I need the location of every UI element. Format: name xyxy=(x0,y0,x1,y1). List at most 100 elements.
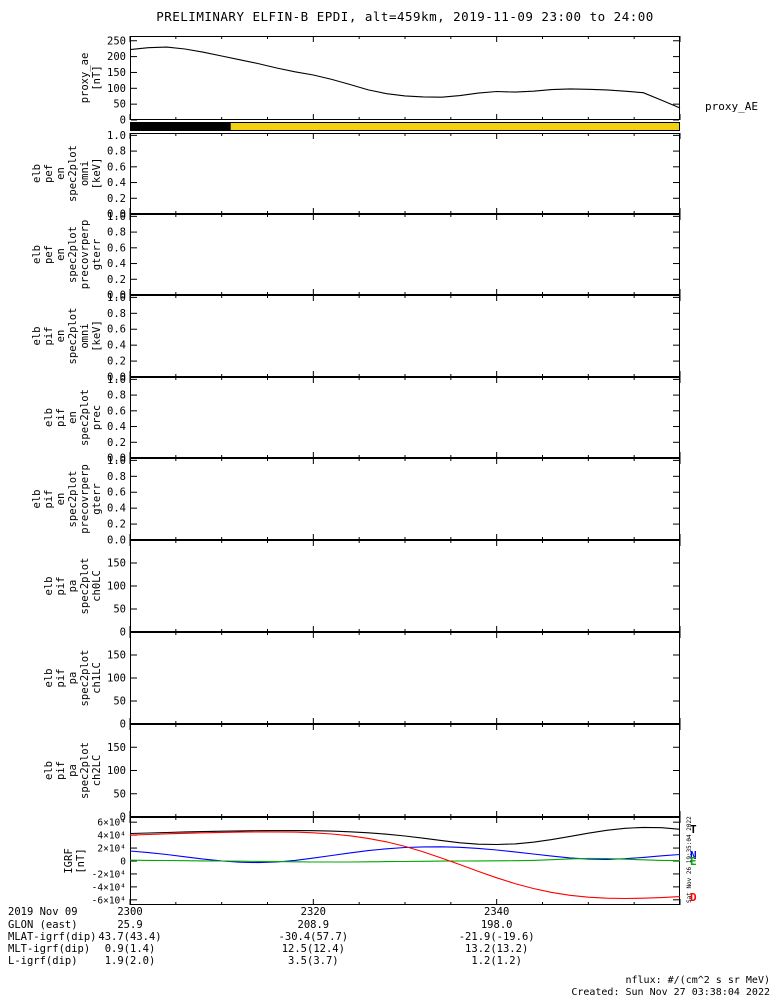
ytick-label: 1.0 xyxy=(107,455,126,467)
axis-row-value: 13.2(13.2) xyxy=(465,943,529,955)
igrf-legend-E: E xyxy=(690,854,697,868)
panel-frame-pif_en_omni xyxy=(130,295,680,377)
ytick-label: 50 xyxy=(113,696,126,708)
axis-row-value: 198.0 xyxy=(480,919,513,931)
ylabel-pef_en_omni: [keV] xyxy=(91,158,103,190)
ytick-label: 0.6 xyxy=(107,405,126,417)
ytick-label: 0.4 xyxy=(107,421,126,433)
ylabel-pif_en_precovrperp_gterr: pif xyxy=(43,490,55,509)
plot-title: PRELIMINARY ELFIN-B EPDI, alt=459km, 201… xyxy=(156,9,654,24)
ytick-label: 100 xyxy=(107,673,126,685)
ytick-label: 0.0 xyxy=(107,453,126,465)
axis-row-value: 1.2(1.2) xyxy=(471,955,522,967)
series-T xyxy=(129,826,681,846)
ytick-label: 150 xyxy=(107,67,126,79)
ylabel-pif_pa_ch0LC: pa xyxy=(67,580,79,593)
series-D xyxy=(129,831,681,900)
axis-row-value: -30.4(57.7) xyxy=(278,931,349,943)
axis-row-value: 208.9 xyxy=(297,919,330,931)
ylabel-proxy_ae: [nT] xyxy=(91,65,103,90)
ytick-label: 0.8 xyxy=(107,308,126,320)
axis-row-value: 2320 xyxy=(300,906,326,918)
ylabel-pif_en_prec: elb xyxy=(43,408,55,427)
axis-row-value: 0.9(1.4) xyxy=(104,943,156,955)
ylabel-pef_en_omni: spec2plot xyxy=(67,145,79,202)
proxy-ae-line-label: proxy_AE xyxy=(705,99,758,113)
ylabel-pif_en_omni: spec2plot xyxy=(67,308,79,365)
ylabel-pef_en_omni: en xyxy=(55,167,67,180)
ylabel-pif_en_precovrperp_gterr: spec2plot xyxy=(67,471,79,528)
ylabel-pef_en_precovrperp_gterr: spec2plot xyxy=(67,226,79,283)
axis-row-value: 12.5(12.4) xyxy=(281,943,345,955)
ylabel-pef_en_precovrperp_gterr: elb xyxy=(31,245,43,264)
ylabel-pif_pa_ch1LC: elb xyxy=(43,669,55,688)
ylabel-pef_en_omni: pef xyxy=(43,164,55,183)
ylabel-pef_en_omni: omni xyxy=(79,161,91,186)
axis-row-value: -21.9(-19.6) xyxy=(458,931,535,943)
ytick-label: 0.8 xyxy=(107,390,126,402)
ylabel-pif_en_omni: elb xyxy=(31,327,43,346)
ytick-label: 150 xyxy=(107,742,126,754)
ytick-label: 0.8 xyxy=(107,471,126,483)
mode-bar-segment xyxy=(230,122,681,131)
ylabel-pif_pa_ch0LC: pif xyxy=(55,577,67,596)
ytick-label: 0.2 xyxy=(107,274,126,286)
ytick-label: 0.2 xyxy=(107,437,126,449)
ylabel-pif_en_omni: omni xyxy=(79,323,91,348)
axis-row-label: MLAT-igrf(dip) xyxy=(8,931,97,943)
ylabel-pif_pa_ch2LC: spec2plot xyxy=(79,742,91,799)
ytick-label: 0.0 xyxy=(107,535,126,547)
ylabel-pif_pa_ch0LC: spec2plot xyxy=(79,558,91,615)
ytick-label: 50 xyxy=(113,788,126,800)
ytick-label: 1.0 xyxy=(107,130,126,142)
ytick-label: -6×10⁴ xyxy=(92,895,126,906)
ylabel-igrf: [nT] xyxy=(75,848,87,873)
ylabel-pif_pa_ch0LC: ch0LC xyxy=(91,570,103,602)
mode-bar-segment xyxy=(130,122,231,131)
ylabel-pef_en_precovrperp_gterr: en xyxy=(55,248,67,261)
ytick-label: 0.6 xyxy=(107,487,126,499)
panel-frame-pif_pa_ch0LC xyxy=(130,540,680,632)
igrf-legend-D: D xyxy=(690,890,697,904)
igrf-legend-N: N xyxy=(690,848,697,862)
ytick-label: 4×10⁴ xyxy=(97,831,126,842)
ytick-label: -2×10⁴ xyxy=(92,869,126,880)
ylabel-pif_en_omni: pif xyxy=(43,327,55,346)
ylabel-pif_pa_ch1LC: spec2plot xyxy=(79,650,91,707)
axis-row-label: 2019 Nov 09 xyxy=(8,906,78,918)
axis-row-value: 3.5(3.7) xyxy=(288,955,339,967)
panel-frame-pif_pa_ch1LC xyxy=(130,632,680,724)
ytick-label: 0 xyxy=(120,115,126,127)
axis-row-label: MLT-igrf(dip) xyxy=(8,943,91,955)
ytick-label: 0.6 xyxy=(107,242,126,254)
ytick-label: 6×10⁴ xyxy=(97,818,126,829)
axis-row-label: L-igrf(dip) xyxy=(8,955,78,967)
ylabel-proxy_ae: proxy_ae xyxy=(79,53,91,104)
ylabel-pef_en_omni: elb xyxy=(31,164,43,183)
ytick-label: 0 xyxy=(120,719,126,731)
axis-row-value: 43.7(43.4) xyxy=(98,931,162,943)
ytick-label: 150 xyxy=(107,558,126,570)
ytick-label: 0.4 xyxy=(107,503,126,515)
ytick-label: 150 xyxy=(107,650,126,662)
ylabel-pef_en_precovrperp_gterr: precovrperp xyxy=(79,220,91,290)
igrf-legend-T: T xyxy=(690,823,697,837)
ylabel-pif_pa_ch1LC: pa xyxy=(67,672,79,685)
plot-watermark-timestamp: Sat Nov 26 19:35:04 2022 xyxy=(686,816,693,903)
ytick-label: 0.0 xyxy=(107,372,126,384)
ytick-label: 0.0 xyxy=(107,290,126,302)
ytick-label: 2×10⁴ xyxy=(97,844,126,855)
ylabel-pif_en_precovrperp_gterr: precovrperp xyxy=(79,464,91,534)
series-E xyxy=(129,857,681,863)
ylabel-pif_en_prec: pif xyxy=(55,408,67,427)
ytick-label: 0.2 xyxy=(107,356,126,368)
axis-row-value: 2300 xyxy=(117,906,143,918)
ytick-label: 1.0 xyxy=(107,211,126,223)
ytick-label: 0.8 xyxy=(107,146,126,158)
ylabel-igrf: IGRF xyxy=(63,848,75,873)
ytick-label: 0.2 xyxy=(107,193,126,205)
axis-row-value: 2340 xyxy=(484,906,510,918)
ytick-label: 0.8 xyxy=(107,227,126,239)
